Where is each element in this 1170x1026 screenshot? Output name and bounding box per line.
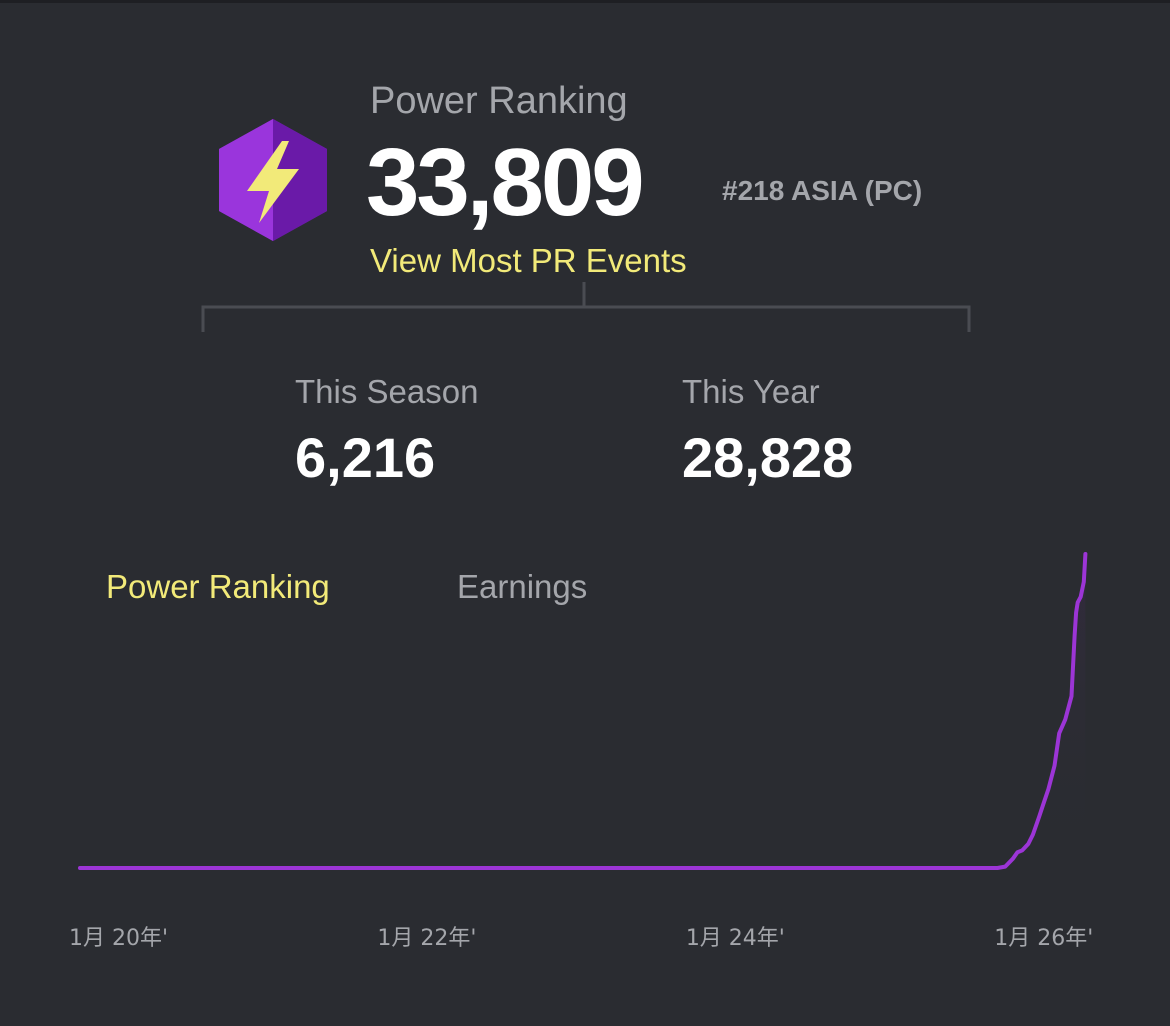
this-season-label: This Season	[295, 373, 479, 410]
lightning-hexagon-icon	[219, 119, 327, 241]
power-ranking-label: Power Ranking	[370, 80, 628, 122]
tab-power-ranking[interactable]: Power Ranking	[106, 568, 330, 605]
tab-earnings[interactable]: Earnings	[457, 568, 588, 605]
x-tick-label: 1月 26年'	[994, 926, 1094, 951]
x-tick-label: 1月 24年'	[685, 926, 785, 951]
this-year-value: 28,828	[682, 426, 854, 489]
x-tick-label: 1月 22年'	[377, 926, 477, 951]
x-tick-label: 1月 20年'	[69, 926, 169, 951]
top-divider	[0, 0, 1170, 3]
regional-rank: #218 ASIA (PC)	[722, 175, 923, 206]
series-area-0	[80, 554, 1086, 868]
power-ranking-chart	[78, 552, 1088, 870]
view-most-pr-events-link[interactable]: View Most PR Events	[370, 242, 687, 279]
power-ranking-value: 33,809	[366, 129, 645, 236]
stats-bracket	[201, 282, 971, 332]
series-line-0	[78, 552, 1088, 870]
this-year-label: This Year	[682, 373, 820, 410]
this-season-value: 6,216	[295, 426, 436, 489]
